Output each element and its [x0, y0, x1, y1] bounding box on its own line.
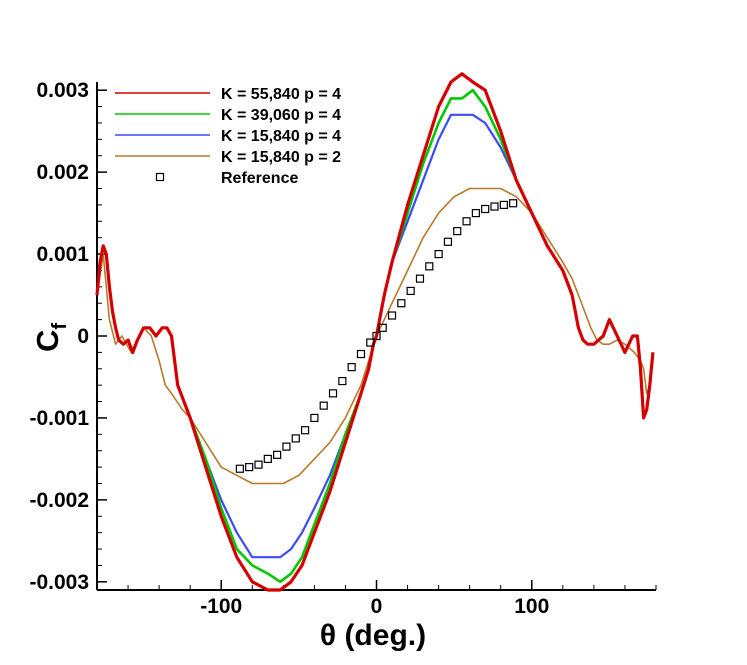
reference-point: [300, 426, 310, 435]
y-axis-title-main: C: [30, 330, 65, 352]
reference-point: [499, 200, 508, 210]
reference-point: [310, 413, 319, 423]
reference-point: [273, 450, 282, 459]
reference-point: [490, 202, 499, 211]
y-tick-label: -0.002: [29, 489, 89, 512]
y-tick-label: 0.002: [36, 161, 89, 184]
series-line-0: [95, 72, 655, 592]
reference-point: [338, 376, 347, 386]
x-axis-title: θ (deg.): [320, 619, 426, 652]
y-tick-label: 0.003: [36, 79, 89, 102]
reference-point: [347, 363, 356, 372]
reference-point: [245, 462, 254, 472]
reference-point: [254, 460, 263, 469]
reference-point: [356, 349, 366, 359]
legend-label-4: Reference: [221, 170, 298, 187]
reference-point: [415, 274, 425, 283]
y-tick-label: -0.003: [29, 571, 89, 594]
reference-point: [397, 299, 406, 308]
reference-point: [319, 401, 328, 410]
series-reference-markers: [235, 199, 518, 473]
legend-marker-reference: [155, 172, 165, 182]
reference-point: [453, 227, 462, 236]
reference-point: [291, 434, 300, 443]
y-axis-title: Cf: [30, 323, 71, 352]
y-axis-title-subscript: f: [49, 323, 71, 330]
legend-label-2: K = 15,840 p = 4: [221, 128, 341, 145]
reference-point: [443, 237, 453, 246]
x-tick-label: -100: [200, 595, 242, 618]
y-tick-label: -0.001: [29, 407, 89, 430]
legend-label-3: K = 15,840 p = 2: [221, 149, 341, 166]
series-layer: [95, 72, 655, 592]
x-tick-label: 0: [371, 595, 383, 618]
axes-layer: 0.003 0.002 0.001 0 -0.001 -0.002 -0.003 -100 0 1…: [29, 79, 657, 618]
reference-point: [509, 199, 518, 208]
reference-point: [406, 286, 415, 296]
series-line-3: [96, 187, 654, 485]
reference-point: [425, 262, 434, 271]
reference-point: [328, 389, 338, 398]
reference-point: [235, 464, 244, 473]
reference-point: [471, 208, 480, 218]
reference-point: [378, 323, 387, 332]
reference-point: [372, 331, 381, 341]
y-tick-label: 0: [77, 325, 89, 348]
reference-point: [366, 338, 375, 347]
reference-point: [434, 249, 443, 259]
reference-point: [263, 454, 272, 464]
reference-point: [481, 204, 490, 214]
x-tick-label: 100: [514, 595, 549, 618]
reference-point: [282, 442, 291, 451]
y-tick-label: 0.001: [36, 243, 89, 266]
reference-point: [387, 311, 397, 320]
legend-label-0: K = 55,840 p = 4: [221, 86, 341, 103]
reference-point: [462, 217, 471, 226]
legend-label-1: K = 39,060 p = 4: [221, 107, 341, 124]
legend: K = 55,840 p = 4 K = 39,060 p = 4 K = 15,8…: [115, 86, 341, 187]
